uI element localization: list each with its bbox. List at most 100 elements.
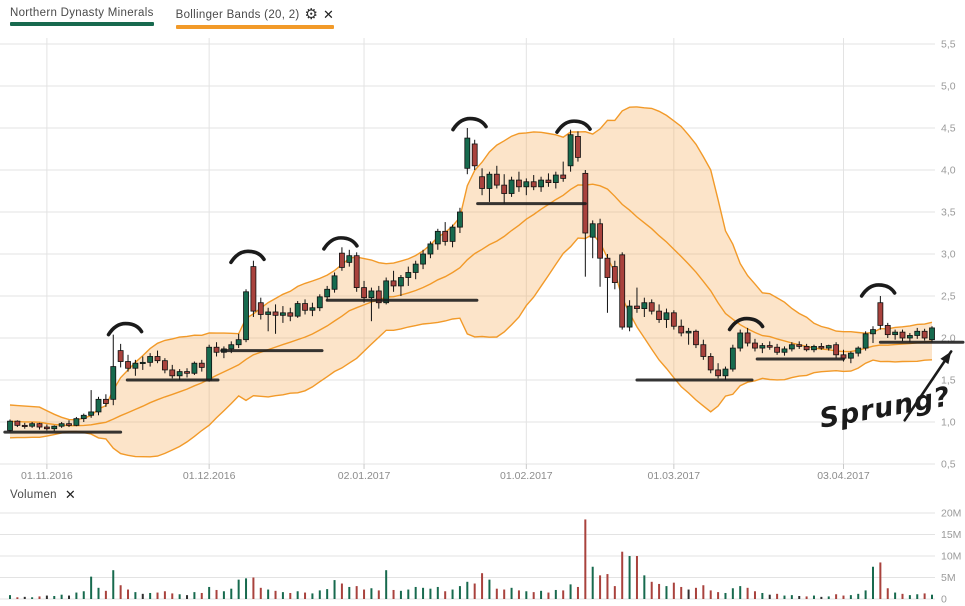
volume-bar	[820, 596, 823, 599]
candle	[117, 350, 124, 362]
candle	[619, 254, 626, 328]
candle	[213, 346, 220, 353]
candle	[678, 325, 685, 334]
volume-bar	[281, 592, 284, 599]
settings-icon[interactable]: ⚙	[304, 6, 318, 23]
volume-bars	[9, 519, 933, 599]
volume-bar	[717, 592, 720, 599]
price-axis-label: 0,5	[941, 459, 956, 471]
volume-bar	[525, 591, 528, 599]
volume-bar	[53, 595, 56, 599]
arc-annotation	[229, 249, 266, 265]
gridlines: 5,55,04,54,03,53,02,52,01,51,00,520M15M1…	[0, 38, 961, 606]
candle	[545, 179, 552, 184]
volume-bar	[451, 589, 454, 599]
candle	[479, 176, 485, 189]
candle	[884, 324, 891, 336]
volume-bar	[252, 577, 255, 599]
volume-axis-label: 10M	[941, 551, 961, 563]
volume-bar	[9, 595, 11, 599]
candle	[243, 291, 249, 341]
volume-bar	[481, 573, 484, 599]
series-overlay-label[interactable]: Bollinger Bands (20, 2)	[175, 8, 300, 21]
volume-bar	[569, 584, 572, 599]
close-icon[interactable]: ✕	[322, 7, 334, 22]
candle	[862, 333, 869, 349]
volume-bar	[495, 588, 498, 599]
volume-bar	[517, 590, 520, 599]
volume-bar	[857, 593, 860, 599]
candle	[73, 418, 80, 426]
price-axis-label: 5,5	[941, 39, 956, 51]
candle	[235, 339, 242, 346]
volume-bar	[333, 580, 336, 599]
arc-annotation	[555, 119, 592, 134]
candle	[803, 345, 810, 351]
volume-bar	[230, 588, 233, 599]
candle	[66, 423, 72, 426]
volume-bar	[171, 593, 174, 599]
volume-bar	[414, 586, 417, 599]
candle	[899, 331, 906, 339]
volume-bar	[731, 588, 734, 599]
candle	[818, 345, 825, 349]
volume-bar	[422, 587, 425, 599]
volume-bar	[340, 583, 343, 599]
volume-bar	[392, 589, 395, 599]
volume-bar	[75, 592, 78, 599]
volume-close-icon[interactable]: ✕	[64, 487, 76, 502]
candle	[80, 414, 87, 420]
volume-bar	[923, 593, 926, 599]
candle	[464, 137, 471, 169]
volume-bar	[208, 586, 211, 599]
volume-bar	[576, 586, 579, 599]
candle	[88, 411, 95, 416]
volume-bar	[702, 585, 705, 599]
candle	[486, 173, 493, 189]
candle	[700, 344, 707, 357]
candle	[442, 230, 449, 242]
series-main: Northern Dynasty Minerals	[10, 7, 154, 29]
arrow-annotation	[903, 350, 953, 422]
candle	[294, 303, 301, 317]
candle	[434, 230, 441, 245]
volume-bar	[311, 593, 314, 599]
series-main-label[interactable]: Northern Dynasty Minerals	[10, 7, 154, 19]
volume-bar	[326, 589, 329, 599]
candle	[847, 352, 854, 359]
volume-bar	[215, 589, 218, 599]
candle	[250, 266, 257, 312]
candle	[906, 335, 913, 339]
volume-bar	[871, 566, 874, 599]
candle	[567, 134, 574, 167]
volume-bar	[348, 586, 351, 599]
candle	[51, 425, 58, 430]
volume-bar	[510, 587, 513, 599]
candle	[21, 424, 28, 427]
candle	[361, 287, 367, 299]
volume-bar	[562, 590, 565, 599]
candle	[656, 310, 662, 320]
price-axis-label: 3,0	[941, 249, 956, 261]
candle	[147, 356, 154, 363]
volume-bar	[908, 595, 911, 599]
candle	[575, 135, 581, 158]
candle	[14, 420, 21, 426]
candle	[648, 302, 655, 312]
candle	[752, 342, 758, 349]
volume-bar	[38, 596, 41, 599]
candle	[774, 346, 781, 353]
volume-bar	[259, 587, 262, 599]
candle	[560, 174, 567, 179]
volume-bar	[407, 589, 410, 599]
volume-bar	[805, 596, 808, 599]
volume-bar	[916, 594, 919, 599]
volume-bar	[134, 592, 137, 599]
volume-bar	[790, 595, 793, 599]
volume-bar	[894, 592, 897, 599]
candle	[176, 371, 183, 377]
candle	[604, 257, 611, 278]
volume-axis-label: 20M	[941, 508, 961, 520]
